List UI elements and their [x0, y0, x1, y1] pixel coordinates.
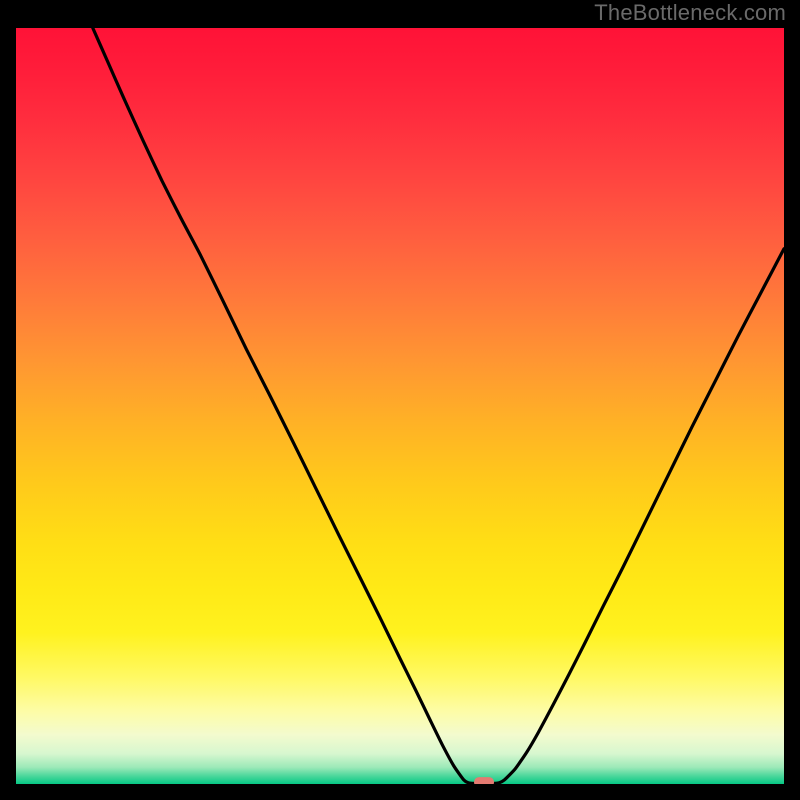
attribution-text: TheBottleneck.com: [594, 0, 786, 26]
plot-area: [16, 28, 784, 784]
curve-svg: [16, 28, 784, 784]
chart-root: { "attribution": "TheBottleneck.com", "a…: [0, 0, 800, 800]
bottleneck-curve: [93, 28, 784, 783]
minimum-marker: [474, 777, 494, 784]
